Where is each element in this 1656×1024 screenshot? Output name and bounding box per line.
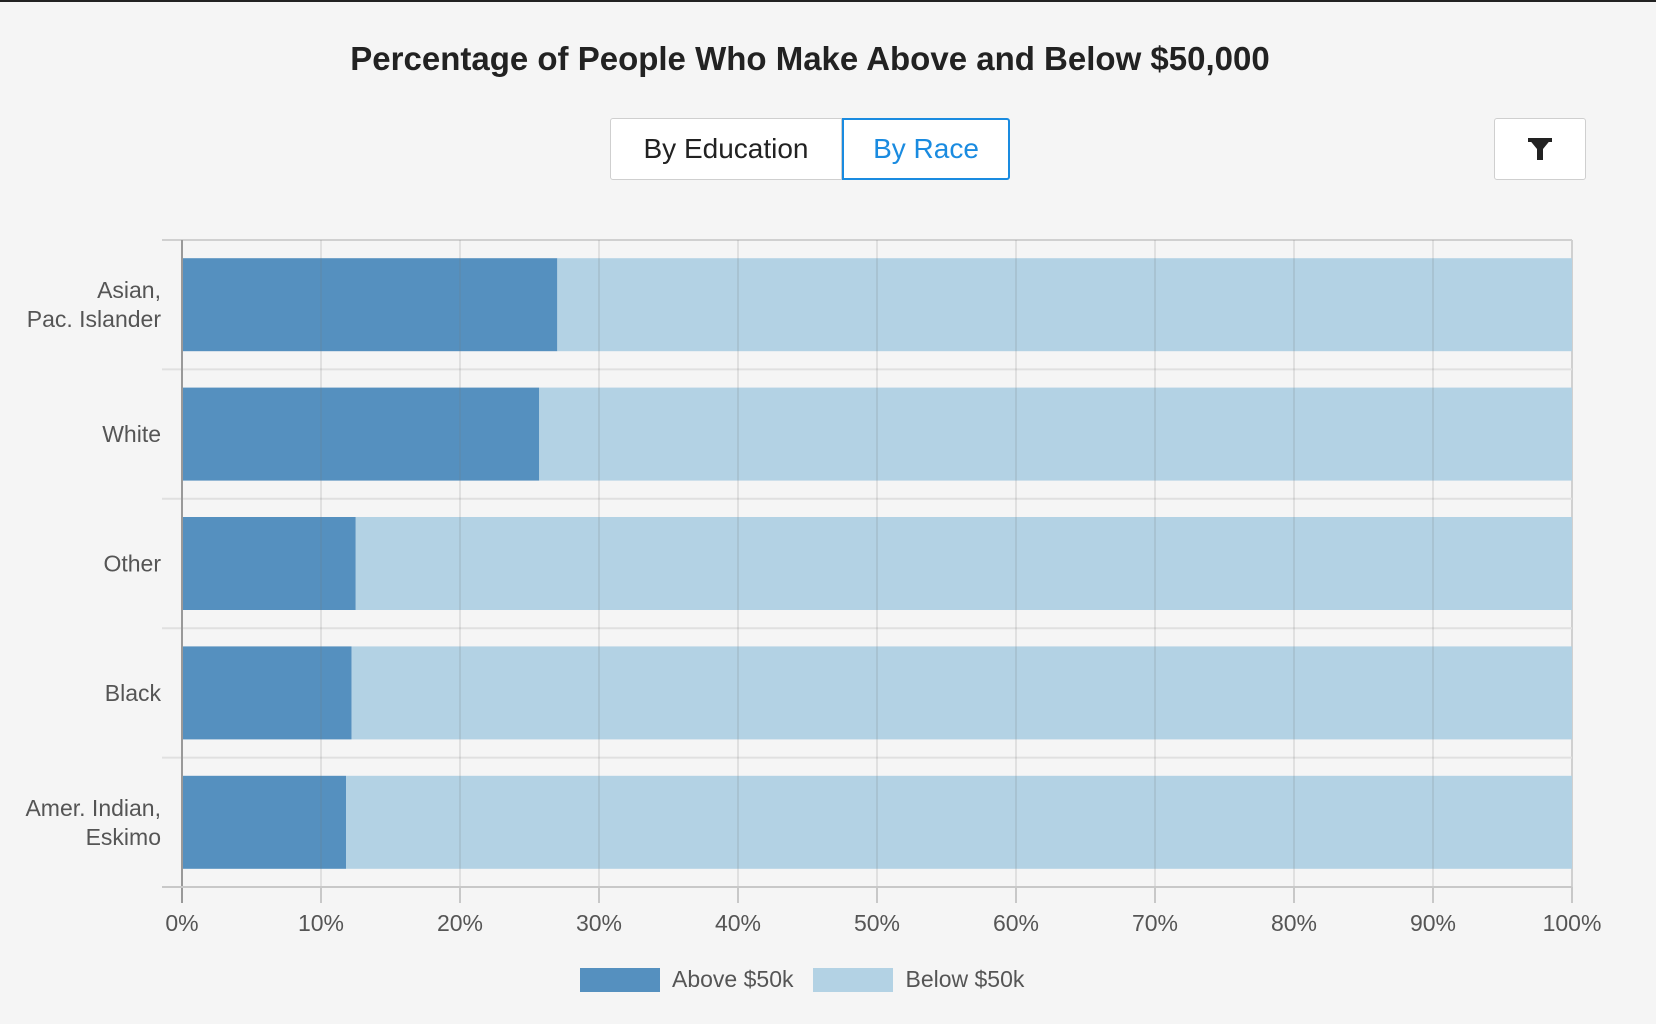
by-education-button[interactable]: By Education — [610, 118, 842, 180]
x-tick-label: 70% — [1132, 910, 1178, 936]
legend-item-above[interactable]: Above $50k — [580, 966, 793, 993]
chart-title: Percentage of People Who Make Above and … — [350, 40, 1270, 77]
bar-above — [182, 387, 540, 481]
y-tick-label: Pac. Islander — [27, 306, 162, 332]
x-tick-label: 20% — [437, 910, 483, 936]
y-tick-label: Asian, — [97, 277, 161, 303]
legend-label-below: Below $50k — [905, 966, 1025, 992]
bar-above — [182, 646, 352, 740]
legend-swatch-above — [580, 967, 660, 992]
top-border — [0, 0, 1656, 2]
legend-item-below[interactable]: Below $50k — [813, 966, 1024, 993]
y-tick-label: Amer. Indian, — [25, 795, 161, 821]
x-tick-label: 60% — [993, 910, 1039, 936]
bar-below — [351, 646, 1573, 740]
x-tick-label: 30% — [576, 910, 622, 936]
x-tick-label: 40% — [715, 910, 761, 936]
bar-below — [539, 387, 1572, 481]
filter-icon — [1528, 138, 1552, 160]
y-tick-label: Other — [103, 551, 161, 577]
x-tick-label: 0% — [165, 910, 198, 936]
bar-above — [182, 775, 347, 869]
filter-button[interactable] — [1494, 118, 1586, 180]
x-tick-label: 90% — [1410, 910, 1456, 936]
x-tick-label: 80% — [1271, 910, 1317, 936]
x-tick-label: 100% — [1543, 910, 1602, 936]
by-race-button[interactable]: By Race — [842, 118, 1010, 180]
bar-below — [355, 517, 1572, 610]
view-toggle: By Education By Race — [610, 118, 1010, 180]
y-tick-label: Eskimo — [86, 824, 161, 850]
bar-above — [182, 258, 558, 352]
chart-legend: Above $50k Below $50k — [580, 966, 1044, 993]
bar-above — [182, 517, 356, 610]
y-tick-label: Black — [105, 680, 162, 706]
x-tick-label: 50% — [854, 910, 900, 936]
legend-swatch-below — [813, 967, 894, 992]
bar-below — [346, 775, 1572, 869]
bar-below — [557, 258, 1572, 352]
legend-label-above: Above $50k — [672, 966, 794, 992]
y-tick-label: White — [102, 421, 161, 447]
x-tick-label: 10% — [298, 910, 344, 936]
